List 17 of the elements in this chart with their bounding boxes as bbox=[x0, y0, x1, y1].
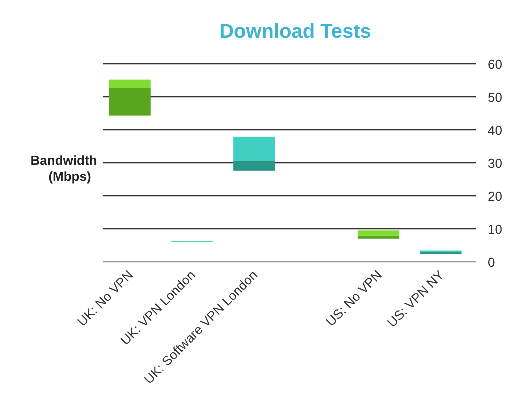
x-tick-label: US: VPN NY bbox=[384, 267, 448, 330]
x-tick-label: US: No VPN bbox=[323, 268, 385, 330]
y-tick-label: 30 bbox=[488, 156, 502, 171]
bar bbox=[234, 136, 276, 162]
chart-title: Download Tests bbox=[220, 21, 372, 43]
bar bbox=[358, 236, 400, 239]
y-tick-label: 50 bbox=[488, 90, 502, 105]
y-tick-label: 0 bbox=[488, 255, 496, 270]
y-tick-label: 20 bbox=[488, 189, 502, 204]
bar bbox=[109, 80, 151, 88]
bar bbox=[109, 88, 151, 116]
bar bbox=[358, 230, 400, 236]
y-tick-label: 10 bbox=[488, 222, 502, 237]
y-axis-title: Bandwidth (Mbps) bbox=[30, 153, 98, 184]
y-tick-label: 40 bbox=[488, 123, 502, 138]
bar bbox=[234, 161, 276, 171]
y-tick-label: 60 bbox=[488, 57, 502, 72]
